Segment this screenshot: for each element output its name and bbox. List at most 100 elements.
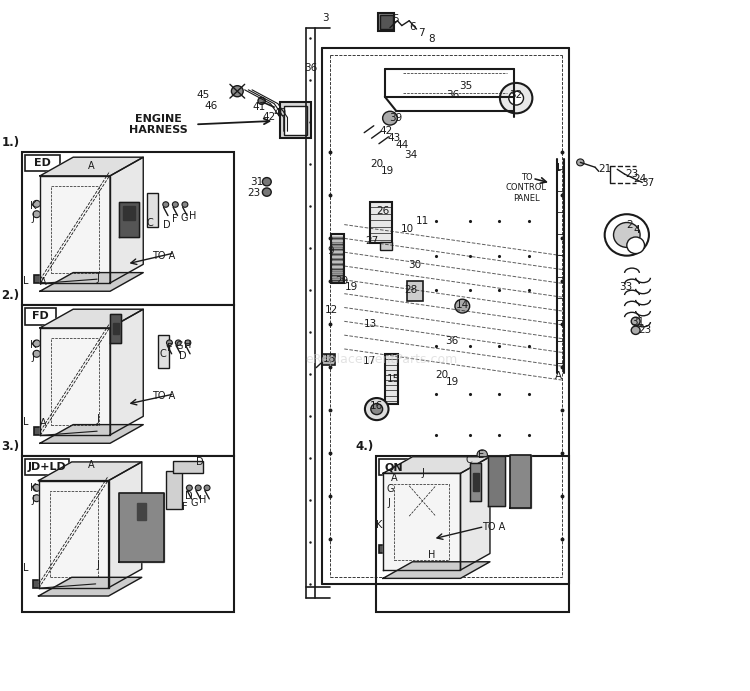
Text: 45: 45	[196, 91, 209, 100]
Text: C: C	[160, 350, 166, 359]
Text: JD+LD: JD+LD	[28, 462, 66, 472]
Text: 37: 37	[640, 178, 654, 188]
Text: 26: 26	[376, 207, 390, 216]
Bar	[332, 258, 343, 261]
Text: TO A: TO A	[482, 522, 505, 531]
Text: 36: 36	[446, 91, 459, 100]
Circle shape	[370, 404, 382, 415]
Circle shape	[258, 97, 266, 104]
Text: J: J	[32, 495, 34, 504]
Text: 2: 2	[626, 220, 633, 230]
Text: G: G	[181, 213, 188, 223]
Text: 18: 18	[323, 354, 336, 364]
Text: 32: 32	[509, 91, 523, 100]
Text: F: F	[166, 343, 172, 352]
Circle shape	[166, 340, 172, 346]
Text: 31: 31	[251, 177, 264, 187]
Text: A: A	[88, 460, 94, 470]
Text: 42: 42	[262, 113, 276, 122]
Bar	[284, 106, 308, 135]
Bar	[370, 202, 392, 243]
Circle shape	[195, 485, 201, 491]
Text: A: A	[40, 418, 46, 428]
Text: G: G	[190, 498, 197, 508]
Bar	[25, 459, 69, 475]
Polygon shape	[110, 158, 143, 283]
Text: J: J	[387, 498, 390, 508]
Bar	[166, 471, 182, 509]
Bar	[173, 461, 202, 473]
Bar	[33, 580, 48, 588]
Bar	[280, 102, 311, 138]
Text: ED: ED	[34, 158, 51, 168]
Circle shape	[163, 202, 169, 207]
Circle shape	[182, 202, 188, 207]
Circle shape	[33, 484, 40, 491]
Bar	[25, 155, 60, 171]
Text: 19: 19	[446, 377, 458, 387]
Bar	[332, 237, 343, 240]
Text: K: K	[30, 341, 36, 350]
Text: 2.): 2.)	[2, 289, 20, 302]
Bar	[407, 281, 423, 301]
Text: TO A: TO A	[152, 251, 176, 261]
Polygon shape	[123, 206, 135, 220]
Circle shape	[604, 214, 649, 256]
Text: K: K	[30, 201, 36, 211]
Circle shape	[614, 223, 640, 247]
Text: 19: 19	[380, 167, 394, 176]
Circle shape	[33, 340, 40, 347]
Text: 36: 36	[446, 337, 458, 346]
Bar	[34, 275, 50, 283]
Text: 20: 20	[370, 160, 383, 169]
Text: 36: 36	[304, 64, 318, 73]
Polygon shape	[40, 310, 143, 328]
Text: 16: 16	[370, 401, 383, 410]
Text: 19: 19	[345, 283, 358, 292]
Text: 40: 40	[274, 108, 286, 118]
Text: G: G	[387, 484, 394, 494]
Circle shape	[185, 340, 190, 346]
Text: K: K	[376, 520, 382, 530]
Text: 20: 20	[435, 370, 448, 380]
Text: J: J	[97, 415, 99, 424]
Text: 23: 23	[247, 188, 260, 198]
Text: J: J	[32, 352, 34, 362]
Text: J: J	[97, 274, 99, 283]
Circle shape	[500, 83, 532, 113]
Text: J: J	[32, 213, 34, 223]
Circle shape	[365, 398, 388, 420]
Bar	[380, 15, 393, 29]
Polygon shape	[110, 314, 122, 343]
Text: TO A: TO A	[137, 541, 160, 551]
Text: D: D	[163, 220, 170, 229]
Text: F: F	[470, 482, 476, 492]
Polygon shape	[460, 457, 490, 570]
Circle shape	[382, 111, 398, 125]
Text: 1: 1	[555, 163, 562, 173]
Polygon shape	[470, 463, 482, 501]
Bar	[385, 354, 398, 404]
Polygon shape	[112, 323, 119, 334]
Text: H: H	[189, 211, 196, 221]
Text: QN: QN	[385, 462, 403, 472]
Bar	[34, 427, 50, 435]
Circle shape	[262, 188, 272, 196]
Text: 34: 34	[404, 150, 417, 160]
Text: D: D	[179, 351, 187, 361]
Text: C: C	[466, 455, 472, 465]
Text: H: H	[428, 550, 436, 560]
Text: 28: 28	[404, 285, 417, 294]
Polygon shape	[38, 578, 142, 596]
Text: 3.): 3.)	[2, 439, 20, 453]
Text: 6: 6	[409, 22, 416, 32]
Text: L: L	[22, 563, 28, 573]
Text: 12: 12	[324, 305, 338, 315]
Bar	[411, 487, 434, 515]
Text: 4.): 4.)	[356, 439, 374, 453]
Text: 23: 23	[626, 169, 638, 179]
Text: 33: 33	[620, 282, 633, 292]
Text: E: E	[111, 321, 117, 331]
Bar	[332, 278, 343, 282]
Text: 30: 30	[408, 260, 421, 269]
